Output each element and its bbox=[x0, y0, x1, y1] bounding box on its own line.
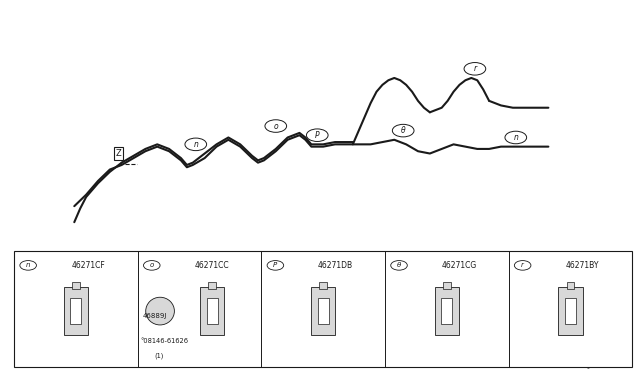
Text: 46889J: 46889J bbox=[143, 313, 167, 319]
Bar bbox=[207, 298, 218, 324]
Bar bbox=[209, 282, 216, 289]
Text: 46271BY: 46271BY bbox=[566, 261, 600, 270]
Bar bbox=[435, 287, 459, 335]
Circle shape bbox=[464, 62, 486, 75]
Text: θ: θ bbox=[397, 262, 401, 268]
Text: 46271CG: 46271CG bbox=[442, 261, 477, 270]
FancyBboxPatch shape bbox=[14, 251, 632, 367]
Bar bbox=[70, 298, 81, 324]
Circle shape bbox=[267, 260, 284, 270]
Ellipse shape bbox=[146, 297, 174, 325]
Circle shape bbox=[505, 131, 527, 144]
Circle shape bbox=[20, 260, 36, 270]
Text: J7300.I0: J7300.I0 bbox=[589, 359, 629, 369]
Text: o: o bbox=[273, 122, 278, 131]
Bar bbox=[200, 287, 225, 335]
Circle shape bbox=[307, 129, 328, 141]
Circle shape bbox=[515, 260, 531, 270]
Bar bbox=[317, 298, 328, 324]
Circle shape bbox=[185, 138, 207, 151]
Circle shape bbox=[143, 260, 160, 270]
Bar bbox=[72, 282, 80, 289]
Bar bbox=[558, 287, 582, 335]
Bar bbox=[443, 282, 451, 289]
Text: 46271DB: 46271DB bbox=[318, 261, 353, 270]
Text: P: P bbox=[315, 131, 319, 140]
Text: n: n bbox=[513, 133, 518, 142]
Circle shape bbox=[265, 120, 287, 132]
Text: °08146-61626: °08146-61626 bbox=[140, 338, 188, 344]
Bar bbox=[442, 298, 452, 324]
Text: n: n bbox=[26, 262, 31, 268]
Bar bbox=[311, 287, 335, 335]
Text: P: P bbox=[273, 262, 278, 268]
Text: r: r bbox=[521, 262, 524, 268]
Bar bbox=[64, 287, 88, 335]
Bar bbox=[566, 282, 574, 289]
Bar bbox=[565, 298, 576, 324]
Text: 46271CF: 46271CF bbox=[72, 261, 105, 270]
Text: r: r bbox=[474, 64, 476, 73]
Text: (1): (1) bbox=[154, 352, 164, 359]
Text: o: o bbox=[150, 262, 154, 268]
Text: n: n bbox=[193, 140, 198, 149]
Bar bbox=[319, 282, 327, 289]
Text: Z: Z bbox=[116, 149, 122, 158]
Circle shape bbox=[392, 124, 414, 137]
Text: 46271CC: 46271CC bbox=[195, 261, 229, 270]
Circle shape bbox=[391, 260, 407, 270]
Text: θ: θ bbox=[401, 126, 406, 135]
